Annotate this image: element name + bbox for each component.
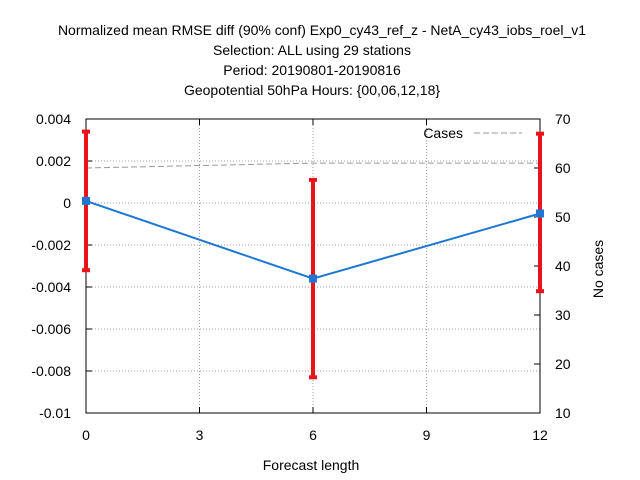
legend: Cases <box>423 125 522 141</box>
axis-ticks: 0 3 6 9 12 0.004 0.002 0 -0.002 -0.004 -0.006 -0.00… <box>31 111 570 443</box>
y-tick-label: -0.004 <box>31 279 71 295</box>
y-tick-label: -0.008 <box>31 363 71 379</box>
x-tick-label: 12 <box>532 427 548 443</box>
x-tick-label: 3 <box>196 427 204 443</box>
y2-axis-label: No cases <box>590 240 606 298</box>
chart-title: Normalized mean RMSE diff (90% conf) Exp… <box>58 22 586 98</box>
x-tick-label: 0 <box>82 427 90 443</box>
x-tick-label: 6 <box>309 427 317 443</box>
y2-tick-label: 30 <box>555 307 571 323</box>
y-tick-label: 0 <box>63 195 71 211</box>
legend-label-cases: Cases <box>423 125 463 141</box>
y-tick-label: 0.002 <box>36 153 71 169</box>
y-tick-label: -0.002 <box>31 237 71 253</box>
series <box>82 129 544 380</box>
y2-tick-label: 70 <box>555 111 571 127</box>
title-line-2: Selection: ALL using 29 stations <box>213 42 411 58</box>
x-tick-label: 9 <box>423 427 431 443</box>
data-point <box>82 196 90 205</box>
y2-tick-label: 60 <box>555 160 571 176</box>
title-line-1: Normalized mean RMSE diff (90% conf) Exp… <box>58 22 586 38</box>
title-line-3: Period: 20190801-20190816 <box>223 62 401 78</box>
data-point <box>309 274 317 283</box>
y2-tick-label: 20 <box>555 356 571 372</box>
y2-tick-label: 10 <box>555 405 571 421</box>
y-tick-label: -0.01 <box>39 405 71 421</box>
title-line-4: Geopotential 50hPa Hours: {00,06,12,18} <box>184 82 440 98</box>
x-axis-label: Forecast length <box>263 457 360 473</box>
data-point <box>536 209 544 218</box>
y2-tick-label: 40 <box>555 258 571 274</box>
y2-tick-label: 50 <box>555 209 571 225</box>
cases-line <box>85 162 540 169</box>
y-tick-label: 0.004 <box>36 111 71 127</box>
y-tick-label: -0.006 <box>31 321 71 337</box>
